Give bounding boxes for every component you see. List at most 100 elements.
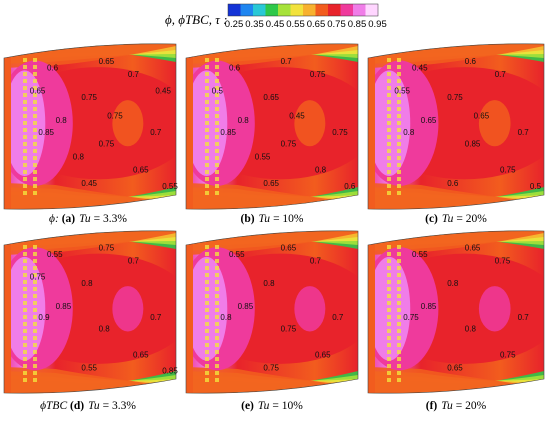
contour-label: 0.65 [421, 116, 437, 125]
colorbar-swatch [240, 4, 254, 16]
cooling-hole [205, 100, 209, 104]
contour-label: 0.8 [447, 279, 459, 288]
cooling-hole [215, 191, 219, 195]
cooling-hole [205, 287, 209, 291]
caption-letter: (f) [426, 400, 438, 412]
caption-letter: (a) [62, 213, 76, 225]
panels: 0.60.650.70.750.80.850.750.70.650.45 0.55… [3, 43, 545, 412]
cooling-hole [23, 121, 27, 125]
contour-label: 0.75 [332, 128, 348, 137]
caption-letter: (d) [70, 400, 84, 412]
colorbar-swatch [290, 4, 304, 16]
cooling-hole [397, 156, 401, 160]
contour-label: 0.75 [281, 324, 297, 333]
cooling-hole [33, 329, 37, 333]
contour-label: 0.7 [150, 128, 162, 137]
cooling-hole [387, 142, 391, 146]
cooling-hole [23, 329, 27, 333]
caption-tu-value: = 3.3% [103, 400, 137, 412]
cooling-hole [387, 86, 391, 90]
cooling-hole [215, 184, 219, 188]
cooling-hole [33, 364, 37, 368]
cooling-hole [205, 79, 209, 83]
leading-edge [4, 231, 11, 393]
panel-c: 0.45 0.6 0.7 0.75 0.65 0.8 0.85 0.7 0.75 0.6 0.5 0.… [367, 43, 545, 225]
cooling-hole [33, 252, 37, 256]
contour-label: 0.5 [530, 182, 542, 191]
contour-label: 0.75 [447, 93, 463, 102]
cooling-hole [397, 245, 401, 249]
colorbar-swatch [278, 4, 291, 16]
panel-outline [185, 43, 359, 210]
contour-label: 0.9 [38, 313, 50, 322]
contour-label: 0.75 [263, 363, 279, 372]
cooling-hole [205, 252, 209, 256]
cooling-hole [23, 163, 27, 167]
cooling-hole [205, 121, 209, 125]
cooling-hole [23, 79, 27, 83]
cooling-hole [205, 371, 209, 375]
contour-label: 0.55 [255, 153, 271, 162]
contour-label: 0.65 [133, 166, 149, 175]
leading-edge [368, 44, 375, 209]
caption-letter: (c) [425, 213, 438, 225]
cooling-hole [397, 364, 401, 368]
panel-e: 0.55 0.65 0.7 0.8 0.85 0.8 0.75 0.7 0.65 0.75 (e) T… [185, 230, 359, 412]
cooling-hole [397, 93, 401, 97]
cooling-hole [23, 156, 27, 160]
cooling-hole [387, 329, 391, 333]
cooling-hole [215, 121, 219, 125]
cooling-hole [387, 252, 391, 256]
cooling-hole [397, 287, 401, 291]
colorbar-swatch [265, 4, 279, 16]
contour-label: 0.7 [310, 256, 322, 265]
cooling-hole [215, 280, 219, 284]
cooling-hole [215, 114, 219, 118]
cooling-hole [215, 107, 219, 111]
contour-label: 0.85 [421, 302, 437, 311]
cooling-hole [205, 294, 209, 298]
contour-label: 0.7 [518, 313, 530, 322]
cooling-hole [23, 65, 27, 69]
panel-caption: ϕTBC (d) Tu = 3.3% [40, 400, 136, 412]
leading-edge [186, 44, 193, 209]
cooling-hole [33, 343, 37, 347]
cooling-hole [387, 343, 391, 347]
cooling-hole [23, 245, 27, 249]
contour-label: 0.85 [465, 139, 481, 148]
panel-caption: ϕ: (a) Tu = 3.3% [49, 213, 127, 225]
contour-label: 0.8 [81, 279, 93, 288]
contour-label: 0.7 [518, 128, 530, 137]
contour-label: 0.8 [238, 116, 250, 125]
cooling-hole [33, 79, 37, 83]
cooling-hole [215, 100, 219, 104]
contour-label: 0.85 [220, 128, 236, 137]
cooling-hole [205, 343, 209, 347]
contour-label: 0.45 [81, 179, 97, 188]
contour-label: 0.8 [465, 324, 477, 333]
cooling-hole [215, 364, 219, 368]
cooling-hole [397, 100, 401, 104]
cooling-hole [397, 336, 401, 340]
caption-tu: Tu [79, 213, 91, 225]
cooling-hole [397, 259, 401, 263]
contour-label: 0.7 [128, 70, 140, 79]
cooling-hole [397, 79, 401, 83]
cooling-hole [33, 294, 37, 298]
contour-label: 0.85 [162, 367, 178, 376]
contour-label: 0.75 [310, 70, 326, 79]
cooling-hole [23, 142, 27, 146]
cooling-hole [215, 350, 219, 354]
cooling-hole [397, 343, 401, 347]
contour-label: 0.75 [403, 313, 419, 322]
contour-label: 0.55 [81, 363, 97, 372]
contour-label: 0.8 [403, 128, 415, 137]
cooling-hole [387, 177, 391, 181]
cooling-hole [33, 58, 37, 62]
cooling-hole [387, 65, 391, 69]
cooling-hole [23, 177, 27, 181]
contour-label: 0.55 [47, 250, 63, 259]
leading-edge [186, 231, 193, 393]
cooling-hole [387, 128, 391, 132]
cooling-hole [23, 128, 27, 132]
